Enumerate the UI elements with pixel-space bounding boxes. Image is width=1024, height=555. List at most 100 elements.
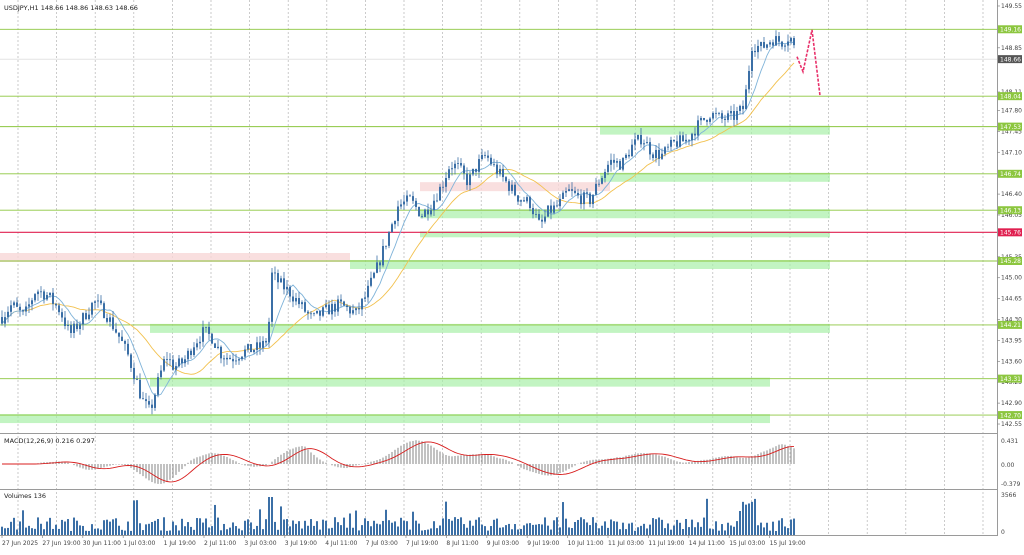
candle-body — [385, 245, 387, 247]
price-tick-label: 147.10 — [1001, 149, 1022, 156]
volume-bar — [202, 522, 204, 535]
volume-bar — [361, 525, 363, 535]
candle-body — [670, 139, 672, 147]
volume-bar — [745, 504, 747, 535]
volume-bar — [370, 526, 372, 535]
candle-body — [325, 304, 327, 308]
candle-body — [310, 313, 312, 315]
level-tag-bg — [998, 411, 1022, 420]
price-tick-label: 142.55 — [1001, 421, 1022, 428]
candle-body — [175, 366, 177, 370]
volume-bar — [787, 528, 789, 535]
volume-bar — [217, 517, 219, 535]
volume-bar — [82, 525, 84, 535]
volume-bar — [322, 519, 324, 535]
volume-bar — [25, 527, 27, 535]
volume-bar — [685, 518, 687, 535]
volume-bar — [373, 520, 375, 535]
volume-bar — [214, 504, 216, 535]
support-zone — [420, 231, 830, 238]
volume-bar — [691, 519, 693, 535]
candle-body — [736, 110, 738, 120]
candle-body — [406, 195, 408, 202]
volume-bar — [493, 519, 495, 535]
candle-body — [190, 350, 192, 356]
volume-bar — [712, 529, 714, 535]
price-tick-label: 142.90 — [1001, 400, 1022, 407]
volume-bar — [22, 510, 24, 535]
candle-body — [259, 342, 261, 348]
candle-body — [196, 343, 198, 348]
candle-body — [457, 163, 459, 164]
candle-body — [508, 181, 510, 191]
volume-bar — [445, 501, 447, 535]
volume-bar — [352, 527, 354, 535]
volume-bar — [520, 528, 522, 535]
candle-body — [685, 139, 687, 142]
volume-bar — [247, 519, 249, 535]
volume-bar — [484, 526, 486, 535]
volume-bar — [307, 525, 309, 535]
candle-body — [94, 301, 96, 303]
volume-bar — [469, 520, 471, 535]
volume-bar — [193, 529, 195, 535]
volume-bar — [145, 524, 147, 535]
candle-body — [754, 50, 756, 53]
candle-body — [352, 310, 354, 314]
volume-bar — [229, 527, 231, 535]
candle-body — [472, 168, 474, 175]
candle-body — [679, 135, 681, 147]
volume-bar — [163, 517, 165, 535]
volume-bar — [49, 517, 51, 535]
forecast-path — [796, 29, 821, 96]
volume-bar — [601, 525, 603, 535]
candle-body — [121, 336, 123, 342]
candle-body — [673, 139, 675, 142]
volume-bar — [346, 527, 348, 535]
volume-bar — [451, 520, 453, 535]
time-tick-label: 27 Jun 2025 — [2, 540, 38, 547]
volume-bar — [271, 497, 273, 535]
volume-bar — [670, 529, 672, 535]
volume-bar — [181, 518, 183, 535]
time-axis[interactable]: 27 Jun 2025 27 Jun 19:00 30 Jun 11:00 1 Jul… — [1, 535, 806, 547]
volume-bar — [442, 518, 444, 535]
candle-body — [589, 193, 591, 205]
volume-bar — [412, 511, 414, 535]
volume-bar — [574, 522, 576, 535]
time-tick-label: 1 Jul 03:00 — [123, 540, 155, 547]
time-tick-label: 11 Jul 19:00 — [648, 540, 684, 547]
volume-bar — [43, 529, 45, 535]
volume-bar — [208, 527, 210, 535]
volume-bar — [751, 501, 753, 535]
volume-bar — [598, 528, 600, 535]
volume-bar — [718, 530, 720, 535]
candle-body — [304, 302, 306, 312]
candle-body — [775, 36, 777, 46]
candle-body — [100, 300, 102, 304]
candle-body — [358, 308, 360, 310]
candle-body — [475, 168, 477, 172]
volume-bar — [742, 501, 744, 535]
candle-body — [235, 360, 237, 362]
volume-bar — [424, 530, 426, 535]
volume-bar — [772, 521, 774, 535]
candle-body — [181, 358, 183, 364]
level-tag-bg — [998, 256, 1022, 265]
horizontal-levels[interactable] — [0, 28, 997, 416]
candle-body — [499, 168, 501, 175]
volume-bar — [304, 520, 306, 535]
candle-body — [238, 359, 240, 361]
volume-bar — [223, 523, 225, 535]
volume-bar — [118, 525, 120, 535]
candle-body — [559, 198, 561, 207]
candle-body — [202, 327, 204, 342]
candle-body — [424, 209, 426, 217]
candle-body — [16, 302, 18, 307]
volume-bar — [700, 526, 702, 535]
support-zone — [0, 414, 770, 424]
candle-body — [412, 196, 414, 201]
current-price-label: 148.66 — [1000, 56, 1021, 63]
